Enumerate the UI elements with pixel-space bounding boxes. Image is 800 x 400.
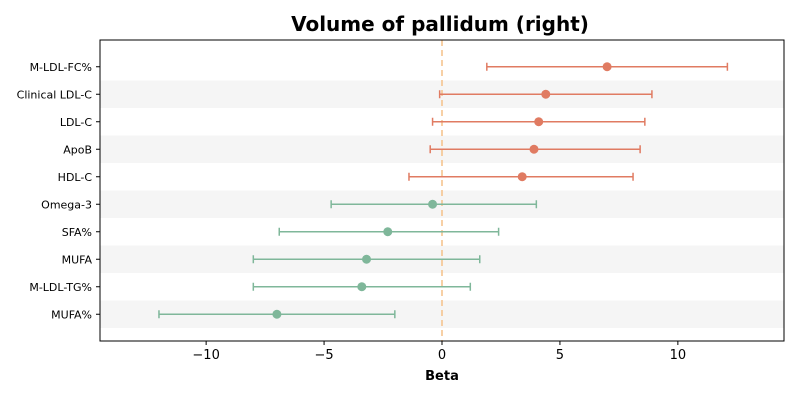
point-estimate — [428, 199, 438, 209]
chart-title: Volume of pallidum (right) — [291, 12, 589, 36]
x-tick-label: 5 — [556, 348, 564, 363]
x-tick-label: −10 — [192, 348, 219, 363]
y-tick-label: MUFA% — [51, 308, 92, 321]
y-tick-label: ApoB — [63, 143, 92, 156]
point-estimate — [517, 172, 527, 182]
x-axis-label: Beta — [425, 369, 459, 384]
point-estimate — [534, 117, 544, 127]
y-tick-label: SFA% — [62, 226, 92, 239]
point-estimate — [357, 282, 367, 292]
y-tick-label: HDL-C — [58, 171, 93, 184]
point-estimate — [602, 62, 612, 72]
point-estimates — [272, 62, 612, 319]
y-tick-label: MUFA — [62, 253, 93, 266]
point-estimate — [362, 254, 372, 264]
point-estimate — [529, 144, 539, 154]
point-estimate — [383, 227, 393, 237]
point-estimate — [541, 89, 551, 99]
x-axis: −10 −5 0 5 10 — [192, 341, 686, 363]
x-tick-label: 0 — [438, 348, 446, 363]
y-tick-label: M-LDL-FC% — [30, 61, 92, 74]
point-estimate — [272, 309, 282, 319]
y-tick-label: Clinical LDL-C — [17, 88, 93, 101]
y-tick-label: LDL-C — [60, 116, 93, 129]
x-tick-label: −5 — [314, 348, 333, 363]
y-axis: M-LDL-FC% Clinical LDL-C LDL-C ApoB HDL-C Ome… — [17, 61, 100, 321]
y-tick-label: M-LDL-TG% — [29, 281, 92, 294]
x-tick-label: 10 — [670, 348, 687, 363]
y-tick-label: Omega-3 — [41, 198, 92, 211]
